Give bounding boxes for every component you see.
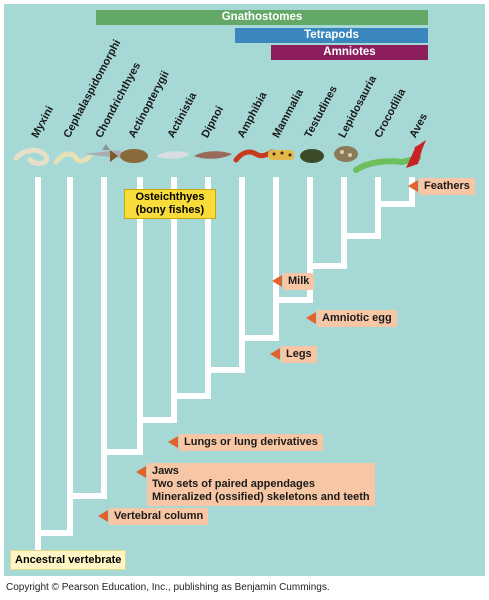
branch-vertebrata [35, 177, 73, 536]
osteichthyes-subtitle: (bony fishes) [135, 204, 205, 216]
copyright-text: Copyright © Pearson Education, Inc., pub… [6, 582, 330, 593]
branch-diapsid-node [341, 177, 381, 239]
turtle-icon [300, 149, 324, 163]
branch-amniote-node [273, 177, 313, 303]
branch-vertebrae-node [67, 177, 107, 499]
osteichthyes-name: Osteichthyes [135, 191, 205, 203]
character-paired-appendages: Two sets of paired appendages [152, 478, 315, 490]
lungs-arrow-icon [168, 436, 178, 448]
character-jaws: Jaws [152, 465, 179, 477]
amniotic-egg-arrow-icon [306, 312, 316, 324]
branch-gnathostome-node [101, 177, 143, 455]
lungfish-icon [194, 151, 232, 159]
coelacanth-icon [156, 151, 190, 159]
branch-tetrapod-node [239, 177, 279, 341]
hagfish-icon [13, 147, 50, 166]
branch-osteichthyes-node [137, 177, 177, 423]
leopard-icon [268, 150, 294, 160]
bony-fish-icon [110, 149, 148, 163]
crocodile-icon [353, 155, 421, 173]
jaws-arrow-icon [136, 466, 146, 478]
character-milk: Milk [283, 273, 315, 290]
character-lungs: Lungs or lung derivatives [179, 434, 323, 451]
milk-arrow-icon [272, 275, 282, 287]
lamprey-icon [53, 151, 93, 165]
branch-archosaur-node [375, 177, 415, 207]
animal-illustrations [13, 140, 426, 173]
character-vertebral-column: Vertebral column [109, 508, 209, 525]
character-jaws-group: Jaws Two sets of paired appendages Miner… [147, 463, 375, 506]
character-mineralized-skeleton: Mineralized (ossified) skeletons and tee… [152, 491, 370, 503]
osteichthyes-group-box: Osteichthyes (bony fishes) [124, 189, 216, 219]
legs-arrow-icon [270, 348, 280, 360]
branch-rhipidistia-node [205, 177, 245, 373]
character-amniotic-egg: Amniotic egg [317, 310, 397, 327]
character-legs: Legs [281, 346, 317, 363]
amniotes-bar: Amniotes [271, 45, 428, 60]
vertebral-column-arrow-icon [98, 510, 108, 522]
branch-reptile-node [307, 177, 347, 269]
branch-sarcopterygii-node [171, 177, 211, 399]
root-label: Ancestral vertebrate [10, 550, 127, 570]
bird-icon [406, 140, 426, 168]
gnathostomes-bar: Gnathostomes [96, 10, 428, 25]
character-feathers: Feathers [419, 178, 475, 195]
tetrapods-bar: Tetrapods [235, 28, 428, 43]
feathers-arrow-icon [408, 180, 418, 192]
lizard-icon [334, 146, 358, 162]
